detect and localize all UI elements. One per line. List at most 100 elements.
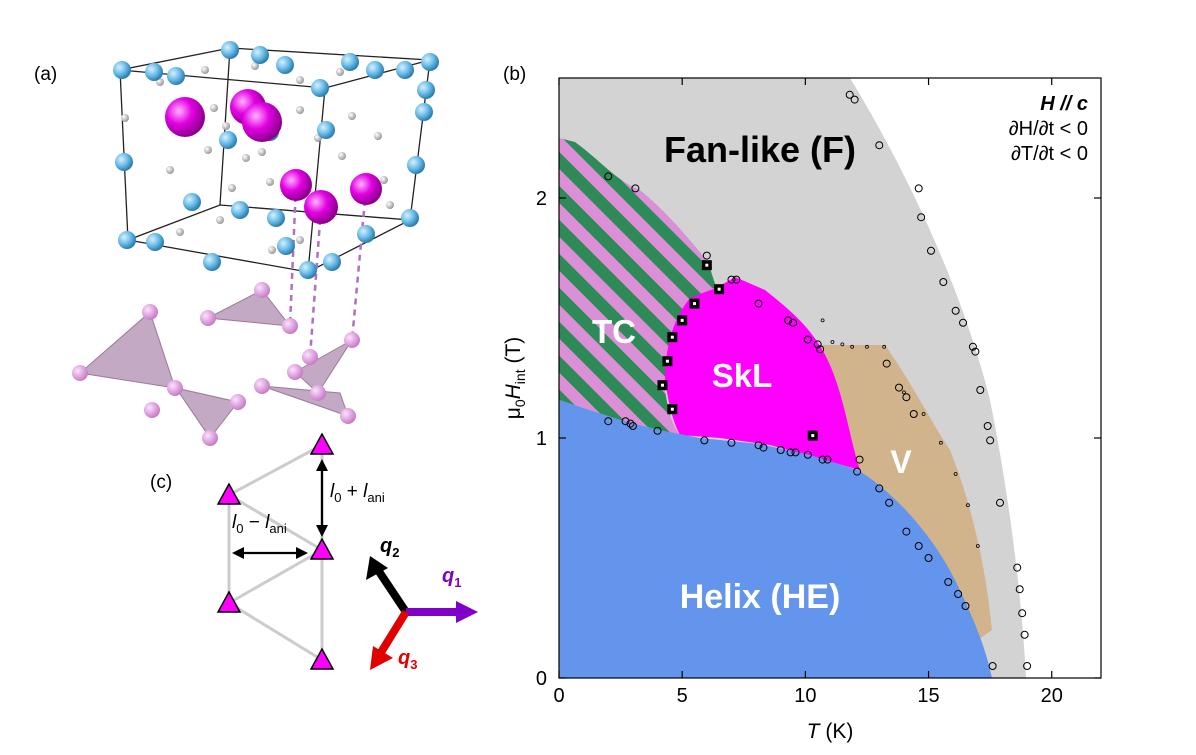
data-point-circle (776, 446, 785, 454)
q-vectors (366, 556, 478, 670)
helix-label: Helix (HE) (680, 578, 841, 616)
v-label: V (890, 444, 912, 480)
data-point-circle (754, 299, 763, 308)
x-tick-label: 0 (553, 685, 564, 707)
data-point-circle (789, 318, 798, 327)
data-point-circle (803, 335, 812, 344)
data-point-square-center (717, 287, 721, 291)
data-point-circle (917, 213, 926, 222)
data-point-circle (631, 184, 640, 193)
data-point-circle (727, 438, 736, 447)
data-point-circle (813, 340, 822, 349)
data-point-circle (1015, 585, 1024, 594)
data-point-dot (975, 544, 980, 548)
data-point-circle (791, 448, 800, 457)
distance-arrows (232, 459, 328, 559)
data-point-circle (924, 554, 933, 562)
data-point-circle (882, 359, 891, 368)
data-point-circle (894, 383, 903, 392)
data-point-circle (621, 417, 630, 426)
q2-arrowhead (366, 556, 388, 580)
data-point-circle (875, 484, 884, 493)
data-point-circle (855, 455, 864, 464)
q1-label: q1 (442, 565, 461, 590)
data-point-circle (914, 184, 923, 193)
data-point-circle (1023, 662, 1032, 670)
q2-arrow (374, 567, 410, 615)
skl-label: SkL (712, 357, 773, 394)
data-point-circle (754, 441, 763, 450)
data-point-square-center (660, 383, 664, 387)
data-point-circle (885, 498, 894, 507)
condition-field-direction: H // c (1040, 93, 1088, 115)
panel-a-label: (a) (34, 64, 57, 85)
panel-b-label: (b) (503, 64, 526, 85)
data-point-circle (983, 422, 992, 430)
data-point-circle (971, 347, 980, 356)
data-point-dot (938, 440, 943, 445)
data-point-circle (988, 662, 997, 670)
data-point-dot (966, 503, 970, 508)
data-point-square-center (705, 263, 709, 267)
fan-label: Fan-like (F) (664, 129, 856, 170)
blue-atoms (113, 41, 439, 279)
y-axis-label: μ0Hint (T) (502, 337, 528, 420)
y-tick-label: 0 (536, 668, 547, 690)
tc-region (559, 138, 716, 435)
data-point-circle (818, 455, 827, 464)
data-point-circle (986, 436, 995, 445)
data-point-circle (1013, 563, 1022, 572)
helix-region (559, 400, 992, 678)
data-point-circle (1018, 609, 1027, 618)
data-point-circle (959, 318, 968, 327)
data-point-circle (727, 275, 736, 284)
data-point-circle (968, 342, 977, 351)
unit-cell-edges (119, 47, 431, 273)
data-point-circle (732, 275, 741, 284)
phase-regions (559, 78, 1026, 678)
skl-region (665, 277, 860, 470)
x-axis-label: T (K) (807, 720, 854, 743)
data-point-circle (784, 316, 793, 325)
data-point-dot (850, 344, 855, 349)
small-atoms (121, 62, 394, 254)
x-tick-label: 15 (917, 685, 939, 707)
data-point-circle (803, 450, 812, 459)
data-point-square-center (680, 318, 684, 322)
panel-c-label: (c) (150, 472, 172, 493)
data-point-circle (626, 419, 635, 428)
vertical-distance-label: l0 + lani (330, 481, 385, 505)
data-point-circle (653, 426, 662, 435)
data-point-circle (951, 306, 960, 315)
y-ticks: 0 1 2 (536, 188, 1101, 690)
data-point-square-center (670, 335, 674, 339)
tc-label: TC (592, 313, 636, 350)
q3-arrow (376, 609, 410, 657)
data-point-dot (840, 342, 845, 347)
kagome-layer (72, 282, 360, 446)
y-tick-label: 2 (536, 188, 547, 210)
data-point-circle (1020, 630, 1029, 639)
data-point-circle (604, 172, 613, 181)
kagome-atoms (72, 282, 360, 446)
data-point-square-center (693, 302, 696, 306)
magnetic-sites (216, 432, 335, 670)
magenta-atoms (165, 89, 382, 224)
data-point-square-center (811, 434, 815, 438)
chart-axes: 0 5 10 15 20 0 1 2 (536, 77, 1102, 707)
data-point-circle (786, 448, 795, 457)
data-point-circle (700, 436, 709, 445)
data-point-circle (914, 542, 923, 550)
horizontal-distance-label: l0 − lani (232, 512, 287, 536)
q3-arrowhead (370, 646, 393, 670)
data-point-circle (954, 590, 963, 598)
q1-arrowhead (456, 601, 478, 623)
data-point-dot (830, 340, 835, 344)
x-ticks: 0 5 10 15 20 (553, 78, 1063, 707)
data-point-square-center (665, 359, 669, 363)
data-point-dot (953, 472, 958, 476)
condition-temperature-sweep: ∂T/∂t < 0 (1011, 143, 1088, 165)
data-point-circle (944, 578, 953, 586)
data-point-circle (816, 345, 825, 354)
